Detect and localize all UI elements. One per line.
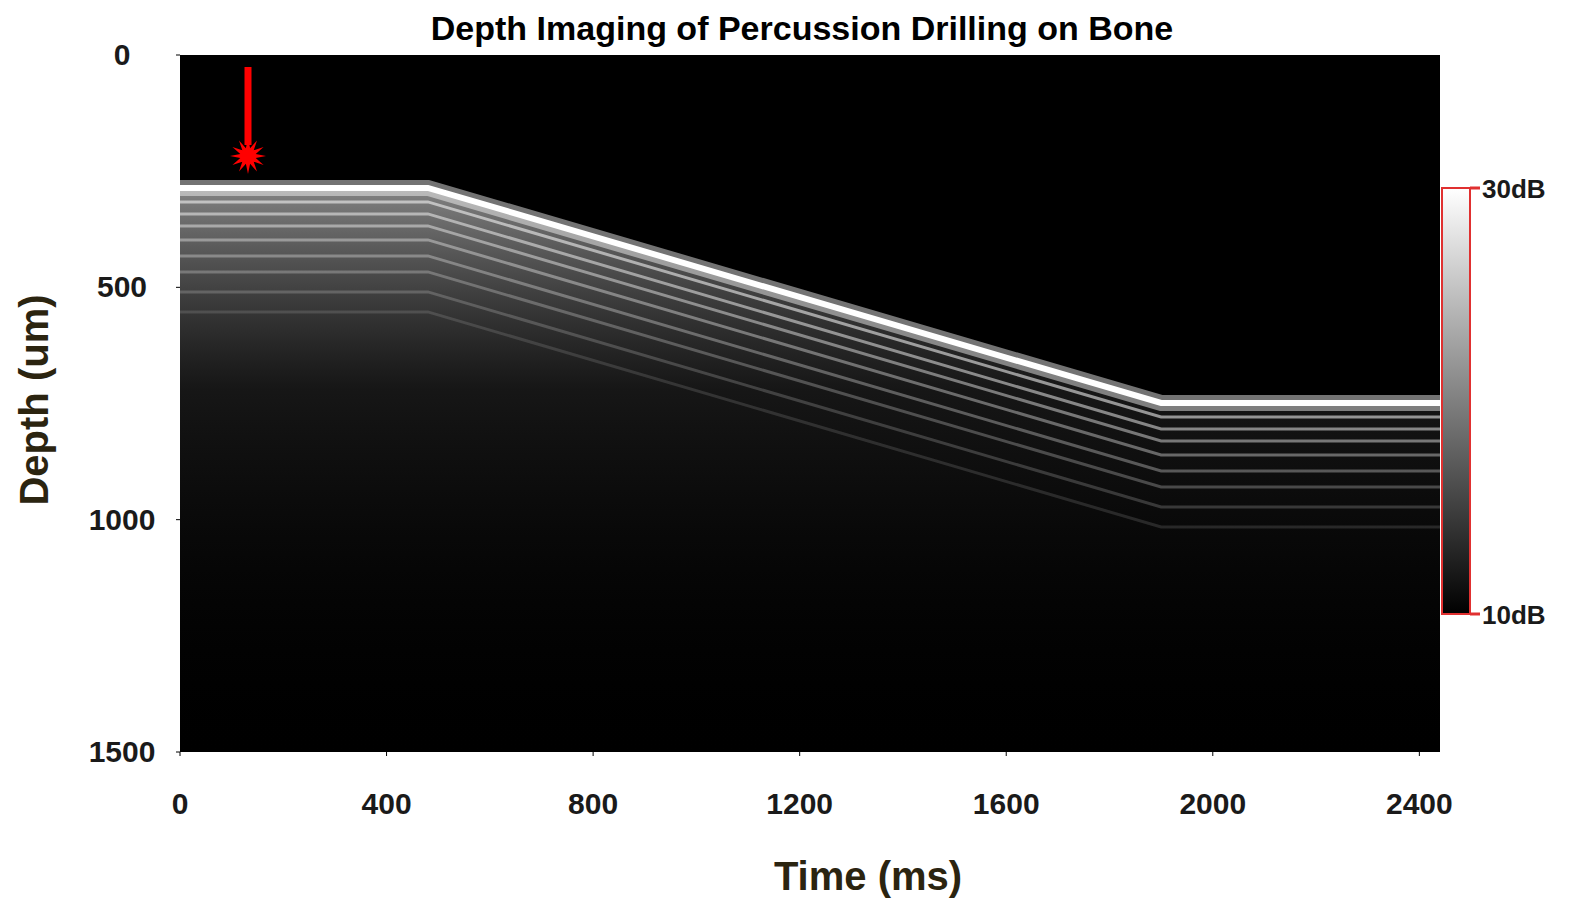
y-tick-label: 1000 <box>89 503 156 536</box>
color-bar-label: 10dB <box>1482 600 1546 630</box>
x-tick <box>1006 752 1007 756</box>
laser-spot <box>230 138 266 174</box>
color-bar-label: 30dB <box>1482 174 1546 204</box>
y-tick-label: 1500 <box>89 735 156 768</box>
echo-band <box>180 312 1440 527</box>
surface-line <box>180 188 1440 403</box>
color-bar-tick <box>1470 613 1480 616</box>
y-tick <box>176 287 180 288</box>
x-tick-label: 2400 <box>1386 787 1453 820</box>
x-tick <box>1212 752 1213 756</box>
x-tick <box>1419 752 1420 756</box>
x-tick-label: 1200 <box>766 787 833 820</box>
laser-arrow <box>245 67 252 145</box>
data-layer <box>180 188 1440 752</box>
x-axis-title: Time (ms) <box>774 854 962 898</box>
x-tick-label: 2000 <box>1179 787 1246 820</box>
x-tick-label: 0 <box>172 787 189 820</box>
surface-glow <box>180 188 1440 403</box>
y-tick <box>176 55 180 56</box>
y-tick <box>176 752 180 753</box>
color-bar <box>1442 188 1470 614</box>
x-tick <box>386 752 387 756</box>
x-tick <box>180 752 181 756</box>
x-tick-label: 400 <box>362 787 412 820</box>
y-tick-label: 0 <box>114 38 131 71</box>
x-tick-label: 800 <box>568 787 618 820</box>
signal-area <box>180 188 1440 752</box>
y-tick <box>176 519 180 520</box>
x-tick <box>799 752 800 756</box>
x-tick-label: 1600 <box>973 787 1040 820</box>
y-tick-label: 500 <box>97 270 147 303</box>
color-bar-tick <box>1470 187 1480 190</box>
y-axis-title: Depth (um) <box>12 294 56 505</box>
echo-band <box>180 256 1440 471</box>
x-tick <box>593 752 594 756</box>
chart: Depth Imaging of Percussion Drilling on … <box>0 0 1569 902</box>
title: Depth Imaging of Percussion Drilling on … <box>431 9 1173 47</box>
